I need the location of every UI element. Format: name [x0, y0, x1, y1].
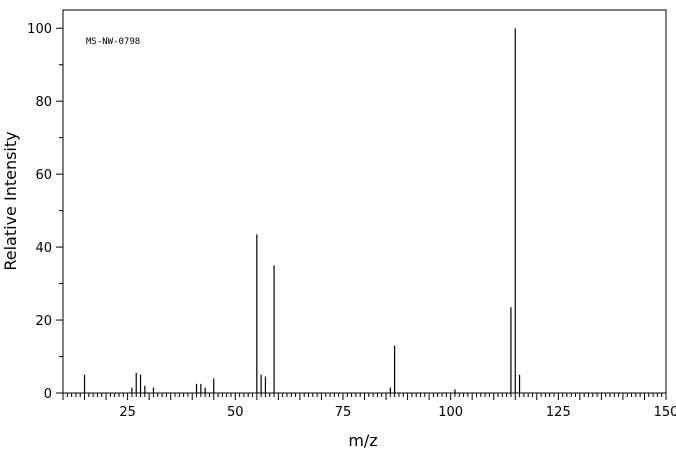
plot-frame: [62, 9, 667, 394]
y-tick-label: 40: [35, 241, 52, 256]
x-tick-label: 75: [335, 405, 352, 420]
x-tick-label: 125: [546, 405, 571, 420]
axis-ticks: [56, 27, 667, 400]
spectrum-id-annotation: MS-NW-0798: [86, 37, 140, 47]
y-tick-label: 100: [27, 22, 52, 37]
x-tick-label: 25: [119, 405, 136, 420]
y-tick-label: 80: [35, 95, 52, 110]
x-tick-label: 150: [654, 405, 676, 420]
y-tick-label: 0: [44, 387, 52, 402]
x-tick-label: 100: [438, 405, 463, 420]
x-axis-label: m/z: [348, 431, 377, 450]
spectrum-peaks: [83, 28, 521, 393]
y-axis-label: Relative Intensity: [1, 131, 20, 270]
y-tick-label: 60: [35, 168, 52, 183]
tick-labels: 25 50 75 100 125 150 0 20 40 60 80 100: [27, 22, 676, 420]
x-tick-label: 50: [227, 405, 244, 420]
y-tick-label: 20: [35, 314, 52, 329]
